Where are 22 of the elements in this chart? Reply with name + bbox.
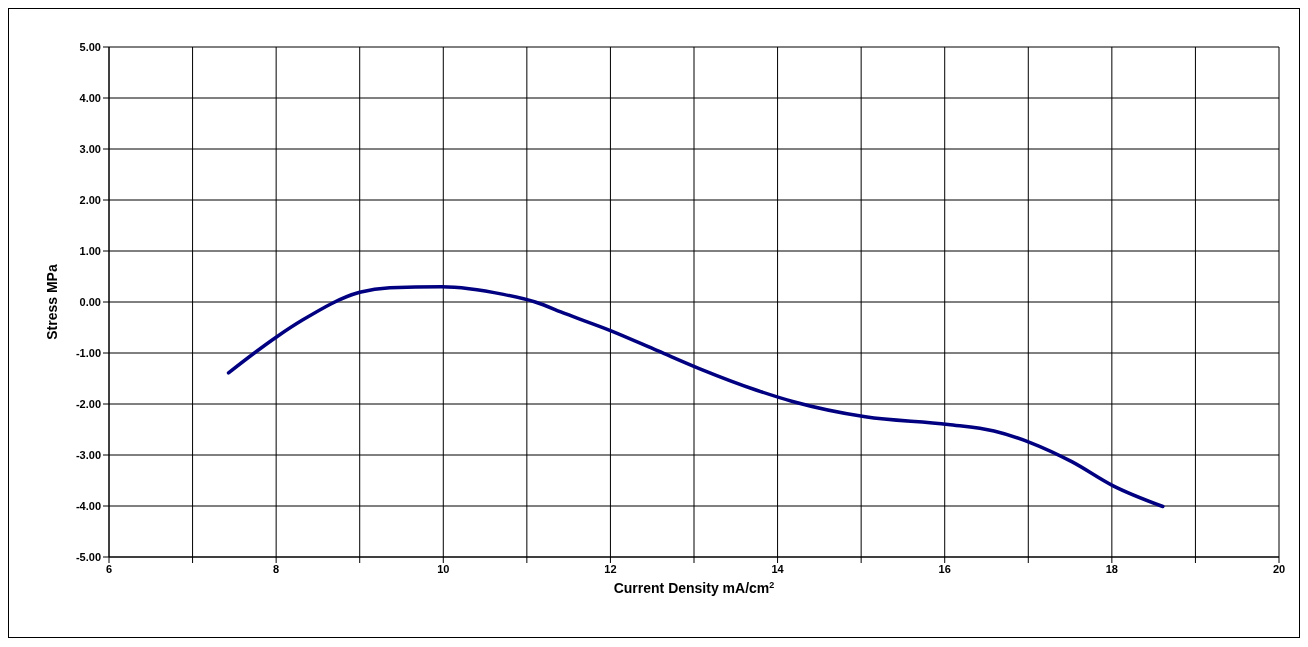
x-tick-label: 20 (1272, 562, 1286, 575)
x-tick-label: 8 (273, 562, 280, 575)
y-tick-label: -2.00 (75, 397, 101, 410)
y-tick-label: 3.00 (79, 142, 101, 155)
y-tick-label: -5.00 (75, 550, 101, 563)
x-tick-label: 18 (1105, 562, 1118, 575)
y-tick-label: -4.00 (75, 499, 101, 512)
line-series (226, 284, 1165, 509)
y-tick-label: 2.00 (79, 193, 101, 206)
y-tick-label: -3.00 (75, 448, 101, 461)
y-tick-label: -1.00 (75, 346, 101, 359)
y-axis-title: Stress MPa (44, 264, 60, 340)
x-tick-label: 6 (105, 562, 113, 575)
x-tick-label: 12 (604, 562, 617, 575)
y-tick-label: 1.00 (79, 244, 101, 257)
y-tick-label: 0.00 (79, 295, 101, 308)
y-tick-label: 5.00 (79, 40, 101, 53)
x-tick-label: 16 (938, 562, 951, 575)
y-tick-label: 4.00 (79, 91, 101, 104)
x-tick-label: 10 (437, 562, 450, 575)
x-tick-label: 14 (771, 562, 785, 575)
x-axis-title: Current Density mA/cm$^{2}$ (613, 580, 775, 596)
